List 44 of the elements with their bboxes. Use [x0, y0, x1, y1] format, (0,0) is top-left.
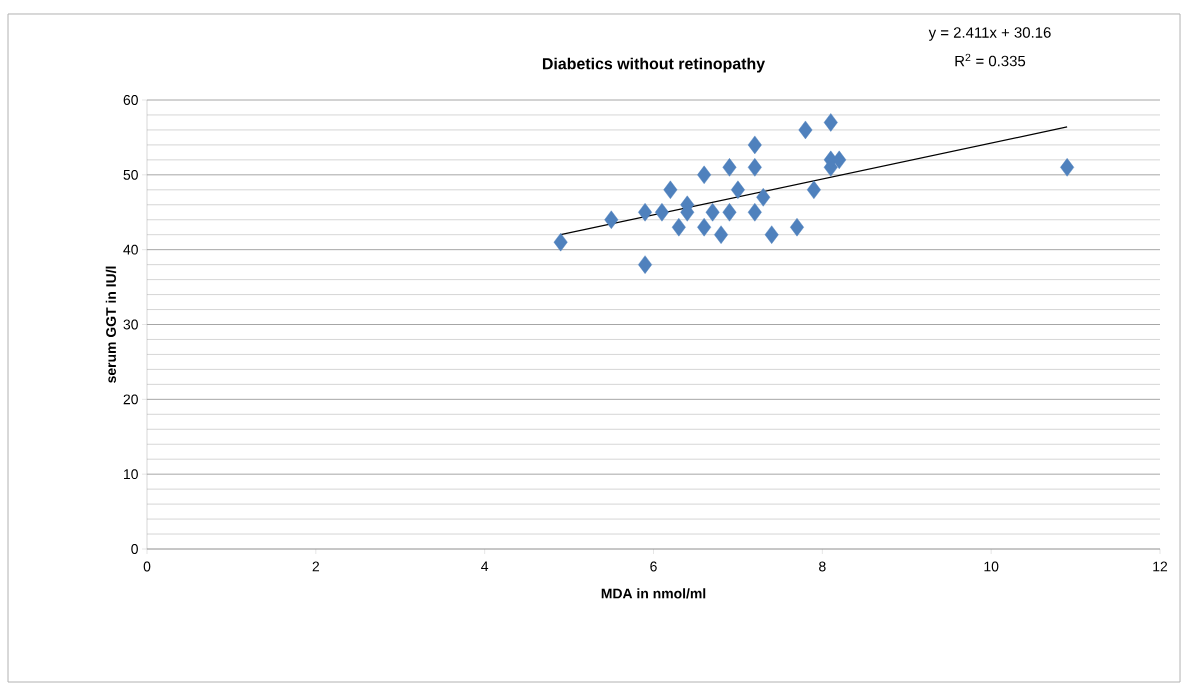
x-tick-label: 4	[481, 561, 489, 572]
point	[553, 232, 568, 252]
y-tick-label: 40	[123, 244, 138, 255]
x-tick-label: 8	[819, 561, 826, 572]
point	[823, 113, 838, 132]
point	[604, 210, 619, 229]
point	[798, 120, 813, 140]
point	[747, 203, 762, 222]
point	[756, 188, 771, 207]
point	[1060, 158, 1075, 177]
x-tick-label: 12	[1153, 561, 1168, 572]
point	[663, 180, 678, 199]
y-tick-label: 0	[131, 544, 138, 554]
chart-title: Diabetics without retinopathy	[542, 57, 766, 73]
point	[654, 203, 669, 222]
point	[638, 203, 653, 222]
y-tick-label: 30	[123, 319, 138, 330]
y-axis-title: serum GGT in IU/l	[105, 266, 117, 383]
point	[705, 203, 720, 222]
point	[764, 225, 779, 244]
point	[697, 218, 712, 237]
text: R$^{2}$ = 0.335	[955, 53, 1026, 67]
point	[722, 203, 737, 222]
point	[832, 150, 847, 170]
point	[730, 180, 745, 199]
point	[638, 255, 653, 274]
y-tick-label: 50	[123, 169, 138, 180]
text: y = 2.411x + 30.16	[928, 27, 1051, 41]
y-tick-label: 20	[123, 394, 138, 405]
point	[747, 135, 762, 155]
point	[722, 158, 737, 177]
x-tick-label: 0	[143, 561, 151, 572]
x-tick-label: 6	[650, 561, 657, 572]
point	[714, 225, 728, 244]
x-tick-label: 10	[984, 561, 999, 572]
point	[671, 218, 686, 237]
point	[747, 158, 762, 177]
y-tick-label: 60	[123, 95, 138, 105]
point	[806, 180, 821, 199]
y-tick-label: 10	[124, 469, 138, 480]
point	[790, 218, 804, 237]
x-axis-title: MDA in nmol/ml	[601, 588, 706, 599]
point	[697, 165, 712, 185]
x-tick-label: 2	[312, 561, 320, 572]
